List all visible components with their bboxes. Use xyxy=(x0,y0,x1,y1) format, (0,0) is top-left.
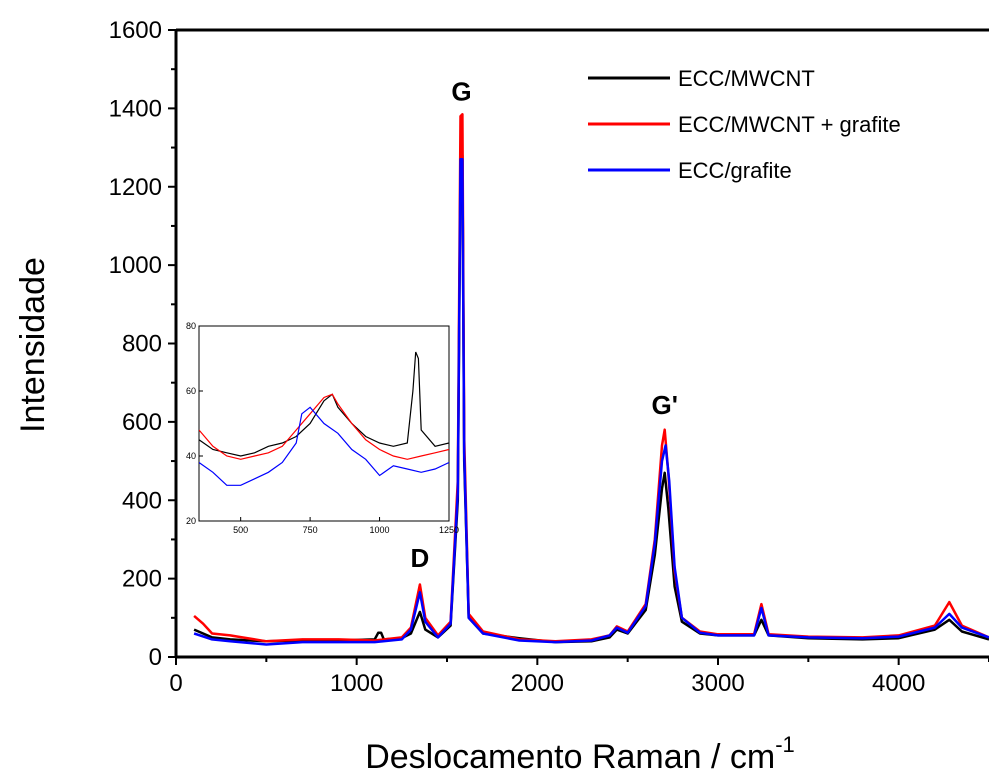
inset-x-tick-label: 750 xyxy=(303,525,318,535)
x-tick-label: 3000 xyxy=(691,670,744,697)
inset-y-tick-label: 60 xyxy=(186,386,196,396)
y-tick-label: 1000 xyxy=(109,252,162,279)
y-axis-title: Intensidade xyxy=(14,257,52,433)
x-tick-label: 0 xyxy=(169,670,182,697)
peak-label-1: D xyxy=(411,543,430,573)
inset-x-tick-label: 1250 xyxy=(439,525,459,535)
inset-x-tick-label: 1000 xyxy=(370,525,390,535)
peak-label-3: G' xyxy=(652,390,678,420)
x-axis-title: Deslocamento Raman / cm-1 xyxy=(365,732,795,776)
y-tick-label: 0 xyxy=(149,644,162,671)
y-tick-label: 800 xyxy=(122,331,162,358)
y-tick-label: 1400 xyxy=(109,95,162,122)
y-tick-label: 1200 xyxy=(109,174,162,201)
peak-label-2: G xyxy=(451,77,471,107)
inset-x-tick-label: 500 xyxy=(233,525,248,535)
x-tick-label: 1000 xyxy=(330,670,383,697)
legend-label-2: ECC/MWCNT + grafite xyxy=(678,112,901,137)
y-tick-label: 400 xyxy=(122,487,162,514)
x-tick-label: 2000 xyxy=(511,670,564,697)
y-tick-label: 1600 xyxy=(109,17,162,44)
y-tick-label: 600 xyxy=(122,409,162,436)
x-axis-title-superscript: -1 xyxy=(775,732,795,757)
inset-y-tick-label: 40 xyxy=(186,451,196,461)
inset-y-tick-label: 80 xyxy=(186,321,196,331)
x-tick-label: 4000 xyxy=(872,670,925,697)
y-tick-label: 200 xyxy=(122,566,162,593)
legend-label-3: ECC/grafite xyxy=(678,158,792,183)
inset-y-tick-label: 20 xyxy=(186,516,196,526)
legend-label-1: ECC/MWCNT xyxy=(678,66,815,91)
